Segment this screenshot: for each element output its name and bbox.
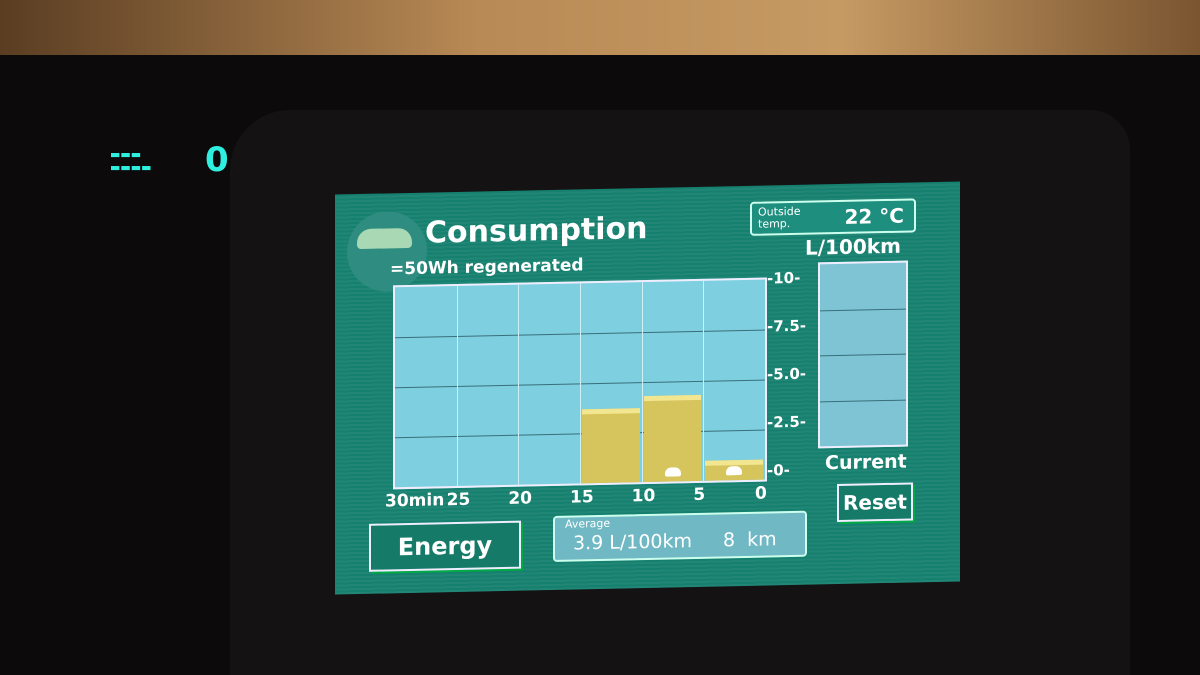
y-tick-label: -5.0- (767, 364, 807, 384)
gridline-vertical (580, 283, 581, 484)
x-tick-label: 5 (693, 484, 706, 506)
y-tick-label: -10- (767, 268, 801, 288)
regen-legend-text: =50Wh regenerated (390, 255, 584, 280)
regen-car-icon (726, 466, 743, 476)
average-value: 3.9 L/100km (573, 530, 693, 555)
car-leaf-icon (357, 227, 412, 250)
gridline-vertical (641, 282, 643, 483)
y-tick-label: -2.5- (767, 412, 807, 432)
reset-label: Reset (843, 489, 907, 515)
average-label: Average (565, 516, 611, 531)
x-tick-label: 30min (385, 490, 445, 512)
x-tick-label: 25 (446, 489, 471, 511)
instrument-cluster-small-text: ▬▬▬ ▬▬▬▬ (110, 148, 152, 174)
instrument-cluster-digit: 0 (205, 140, 229, 180)
outside-temp-value: 22 °C (844, 203, 904, 229)
x-tick-label: 0 (755, 483, 767, 504)
outside-temp-label: Outside temp. (758, 204, 801, 231)
earth-icon (347, 210, 427, 293)
page-title: Consumption (425, 210, 648, 251)
y-tick-label: -7.5- (767, 316, 807, 336)
energy-button[interactable]: Energy (369, 520, 521, 572)
outside-temp-panel: Outside temp. 22 °C (750, 198, 916, 236)
unit-label: L/100km (805, 233, 901, 260)
distance-value: 8 km (723, 528, 777, 552)
regen-legend: =50Wh regenerated (390, 255, 584, 279)
regen-car-icon (664, 467, 681, 477)
current-label: Current (825, 450, 907, 475)
average-panel: Average 3.9 L/100km 8 km (553, 510, 807, 562)
current-consumption-bar (818, 260, 908, 449)
gridline-vertical (518, 284, 520, 485)
gridline-vertical (456, 285, 458, 486)
x-tick-label: 20 (508, 488, 532, 509)
y-tick-label: -0- (767, 461, 790, 480)
consumption-screen: Consumption =50Wh regenerated Outside te… (335, 181, 960, 595)
reset-button[interactable]: Reset (837, 482, 913, 523)
gridline-vertical (703, 280, 705, 481)
consumption-chart-plot (393, 277, 767, 490)
x-tick-label: 10 (631, 485, 656, 507)
bar-15-10 (582, 408, 640, 484)
energy-label: Energy (397, 531, 493, 562)
x-tick-label: 15 (570, 487, 594, 508)
